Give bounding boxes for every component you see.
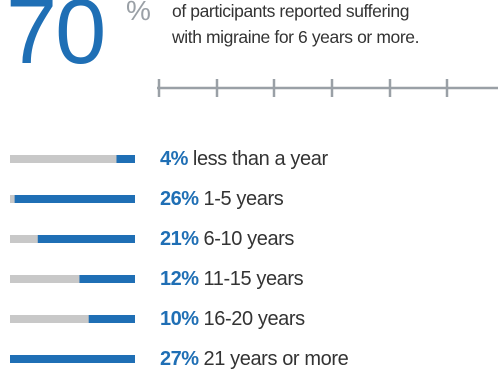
bar-track (10, 315, 135, 323)
bar-label-row: 21% 6-10 years (160, 226, 294, 252)
bar-4 (79, 275, 135, 283)
bar-label-row: 10% 16-20 years (160, 306, 305, 332)
bar-category-label: 21 years or more (203, 348, 349, 370)
bar-value-label: 10% (160, 308, 199, 330)
decorative-scale-ruler (157, 79, 498, 97)
headline-line-2: with migraine for 6 years or more. (172, 27, 420, 47)
bar-track (10, 275, 135, 283)
headline-percent-value: 70 (6, 0, 106, 83)
headline-percent-sign: % (126, 0, 151, 26)
bar-track (10, 155, 135, 163)
bar-label-row: 27% 21 years or more (160, 346, 349, 372)
bar-category-label: 11-15 years (203, 268, 304, 290)
bar-label-row: 26% 1-5 years (160, 186, 284, 212)
bar-2 (14, 195, 135, 203)
headline-text: of participants reported suffering with … (172, 0, 499, 50)
bar-value-label: 21% (160, 228, 199, 250)
bar-category-label: 16-20 years (203, 308, 306, 330)
bar-category-label: less than a year (192, 148, 328, 170)
bar-label-row: 12% 11-15 years (160, 266, 304, 292)
bar-3 (37, 235, 135, 243)
bar-value-label: 27% (160, 348, 199, 370)
headline-line-1: of participants reported suffering (172, 1, 410, 21)
bar-label-row: 4% less than a year (160, 146, 328, 172)
bar-6 (10, 355, 135, 363)
bar-value-label: 26% (160, 188, 199, 210)
duration-bar-chart (10, 155, 135, 363)
bar-category-label: 1-5 years (203, 188, 284, 210)
bar-5 (88, 315, 135, 323)
bar-value-label: 12% (160, 268, 199, 290)
bar-value-label: 4% (160, 148, 188, 170)
bar-1 (116, 155, 135, 163)
bar-category-label: 6-10 years (203, 228, 295, 250)
